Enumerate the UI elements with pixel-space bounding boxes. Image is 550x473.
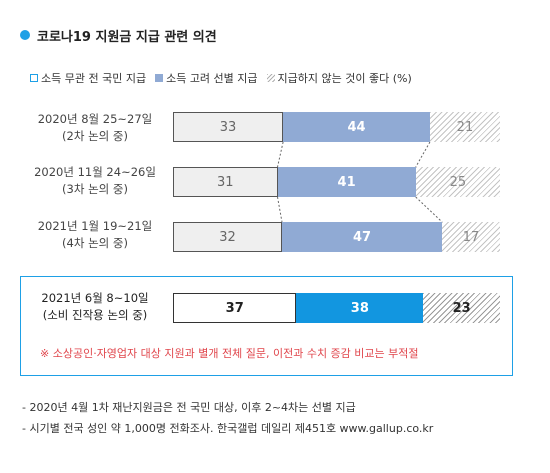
legend-label-a: 소득 무관 전 국민 지급	[41, 72, 147, 85]
footnote-1: - 2020년 4월 1차 재난지원금은 전 국민 대상, 이후 2~4차는 선…	[22, 401, 356, 414]
bar-segment-selective: 41	[277, 167, 416, 197]
legend: 소득 무관 전 국민 지급 소득 고려 선별 지급 지급하지 않는 것이 좋다 …	[30, 70, 421, 86]
bullet-dot-icon	[20, 30, 30, 40]
category-phase-label: (2차 논의 중)	[62, 129, 128, 143]
connector-line	[415, 141, 431, 168]
highlight-box-latest	[20, 276, 513, 376]
stacked-bar: 32 47 17	[173, 222, 500, 252]
data-label: 21	[456, 119, 474, 135]
category-date-label: 2020년 11월 24~26일	[34, 165, 156, 179]
category-label: 2020년 11월 24~26일 (3차 논의 중)	[20, 164, 170, 198]
category-date-label: 2021년 6월 8~10일	[41, 291, 149, 305]
category-phase-label: (4차 논의 중)	[62, 236, 128, 250]
legend-label-c: 지급하지 않는 것이 좋다 (%)	[277, 72, 412, 85]
data-label: 44	[347, 119, 366, 135]
legend-label-b: 소득 고려 선별 지급	[166, 72, 258, 85]
connector-line	[277, 196, 283, 223]
data-label: 47	[353, 229, 372, 245]
category-date-label: 2020년 8월 25~27일	[37, 112, 153, 126]
highlight-note: ※ 소상공인·자영업자 대상 지원과 별개 전체 질문, 이전과 수치 증감 비…	[40, 347, 419, 360]
connector-line	[277, 141, 284, 168]
category-date-label: 2021년 1월 19~21일	[37, 219, 153, 233]
data-label: 23	[452, 300, 471, 316]
category-phase-label: (소비 진작용 논의 중)	[42, 308, 148, 322]
data-label: 31	[216, 174, 234, 190]
legend-swatch-hatched-icon	[266, 74, 275, 82]
legend-item-no-payment: 지급하지 않는 것이 좋다 (%)	[266, 70, 412, 86]
bar-segment-selective: 44	[283, 112, 430, 142]
data-label: 33	[219, 119, 237, 135]
stacked-bar: 37 38 23	[173, 293, 500, 323]
bar-segment-no-payment: 23	[423, 293, 500, 323]
category-phase-label: (3차 논의 중)	[62, 182, 128, 196]
data-label: 37	[225, 300, 244, 316]
legend-swatch-outline-icon	[30, 74, 38, 82]
data-label: 32	[219, 229, 236, 245]
bar-segment-selective: 38	[296, 293, 424, 323]
legend-item-selective: 소득 고려 선별 지급	[155, 70, 258, 86]
category-label: 2021년 6월 8~10일 (소비 진작용 논의 중)	[20, 290, 170, 324]
bar-segment-all-citizens: 33	[173, 112, 284, 142]
bar-segment-all-citizens: 32	[173, 222, 282, 252]
legend-swatch-solid-icon	[155, 74, 164, 82]
chart-title: 코로나19 지원금 지급 관련 의견	[37, 29, 217, 45]
data-label: 41	[337, 174, 356, 190]
category-label: 2021년 1월 19~21일 (4차 논의 중)	[20, 218, 170, 252]
bar-segment-selective: 47	[282, 222, 443, 252]
bar-segment-all-citizens: 37	[173, 293, 297, 323]
footnote-2: - 시기별 전국 성인 약 1,000명 전화조사. 한국갤럽 데일리 제451…	[22, 422, 434, 435]
data-label: 25	[449, 174, 467, 190]
connector-line	[415, 196, 443, 223]
bar-segment-no-payment: 25	[415, 167, 500, 197]
category-label: 2020년 8월 25~27일 (2차 논의 중)	[20, 111, 170, 145]
stacked-bar: 33 44 21	[173, 112, 500, 142]
bar-segment-all-citizens: 31	[173, 167, 278, 197]
data-label: 38	[350, 300, 369, 316]
bar-segment-no-payment: 17	[442, 222, 500, 252]
chart-title-row: 코로나19 지원금 지급 관련 의견	[20, 26, 217, 45]
bar-segment-no-payment: 21	[429, 112, 500, 142]
legend-item-all-citizens: 소득 무관 전 국민 지급	[30, 70, 146, 86]
stacked-bar: 31 41 25	[173, 167, 500, 197]
data-label: 17	[462, 229, 480, 245]
